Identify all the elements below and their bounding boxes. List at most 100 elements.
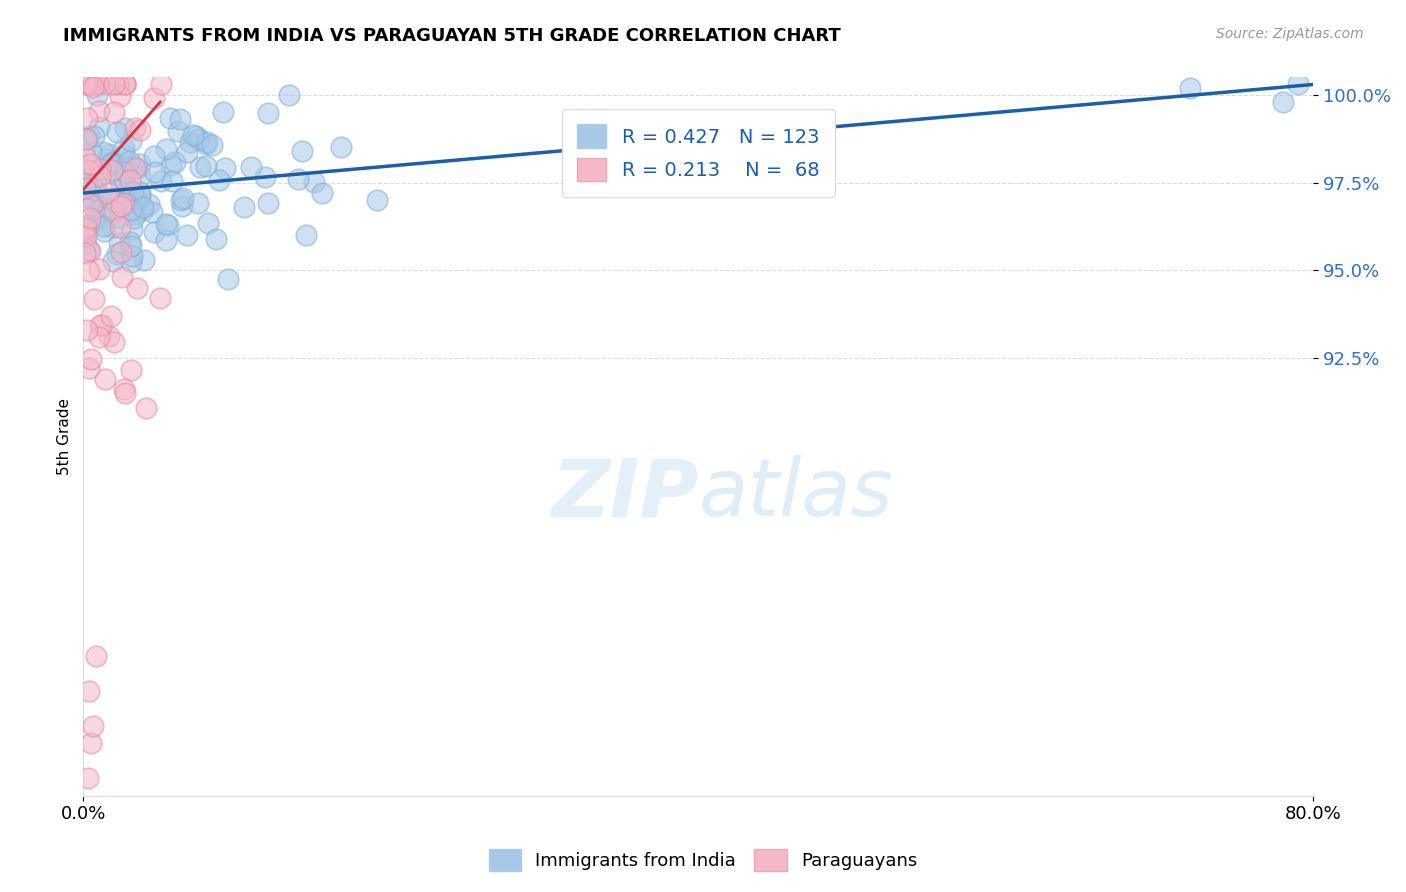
Point (100, 155, 122, 169)
Point (1271, 95, 1294, 109)
Point (76, 323, 98, 337)
Point (117, 180, 139, 194)
Point (120, 239, 142, 253)
Point (217, 272, 239, 286)
Point (87, 104, 110, 119)
Point (97, 191, 120, 205)
Point (214, 161, 236, 175)
Point (124, 121, 146, 136)
Point (76, 111, 98, 125)
Point (107, 78, 129, 92)
Text: ZIP: ZIP (551, 455, 699, 533)
Point (114, 172, 136, 186)
Point (75, 228, 97, 243)
Point (172, 191, 194, 205)
Point (157, 218, 180, 232)
Point (155, 142, 177, 156)
Point (278, 87, 301, 102)
Point (83, 194, 105, 209)
Point (100, 157, 122, 171)
Point (127, 281, 149, 295)
Point (118, 189, 141, 203)
Point (176, 227, 198, 242)
Point (112, 148, 135, 162)
Point (103, 105, 125, 120)
Point (187, 195, 209, 210)
Point (114, 165, 136, 179)
Point (93, 145, 115, 160)
Point (170, 194, 193, 208)
Point (114, 141, 136, 155)
Point (114, 78, 136, 92)
Point (120, 363, 142, 377)
Point (121, 249, 143, 263)
Point (105, 246, 128, 260)
Point (1286, 78, 1309, 92)
Point (125, 193, 148, 207)
Point (97, 78, 120, 92)
Point (108, 220, 131, 235)
Point (75, 189, 97, 203)
Legend: R = 0.427   N = 123, R = 0.213    N =  68: R = 0.427 N = 123, R = 0.213 N = 68 (561, 109, 835, 197)
Point (141, 204, 163, 219)
Point (295, 228, 318, 243)
Point (73, 222, 96, 236)
Point (188, 132, 211, 146)
Point (87, 78, 110, 92)
Point (73, 181, 96, 195)
Point (114, 78, 136, 92)
Text: atlas: atlas (699, 455, 893, 533)
Point (79, 157, 101, 171)
Point (181, 128, 204, 142)
Point (149, 78, 172, 92)
Point (77, 243, 100, 257)
Point (124, 211, 146, 225)
Text: IMMIGRANTS FROM INDIA VS PARAGUAYAN 5TH GRADE CORRELATION CHART: IMMIGRANTS FROM INDIA VS PARAGUAYAN 5TH … (63, 27, 841, 45)
Point (84, 648, 107, 663)
Point (77, 162, 100, 177)
Point (104, 194, 127, 209)
Point (108, 88, 131, 103)
Point (159, 111, 181, 125)
Point (118, 235, 141, 249)
Point (159, 158, 181, 172)
Point (197, 217, 219, 231)
Point (120, 134, 142, 148)
Point (179, 135, 201, 149)
Point (163, 154, 186, 169)
Point (311, 186, 333, 200)
Legend: Immigrants from India, Paraguayans: Immigrants from India, Paraguayans (481, 842, 925, 879)
Point (83, 129, 105, 144)
Point (96, 152, 118, 166)
Point (120, 173, 142, 187)
Point (129, 157, 152, 171)
Point (142, 91, 165, 105)
Point (129, 189, 152, 203)
Point (132, 201, 155, 215)
Point (201, 137, 224, 152)
Point (112, 195, 135, 210)
Point (129, 169, 152, 183)
Point (149, 291, 172, 305)
Point (77, 361, 100, 376)
Point (82, 719, 104, 733)
Point (329, 140, 352, 154)
Point (167, 124, 190, 138)
Point (93, 219, 115, 233)
Point (93, 224, 115, 238)
Point (254, 170, 277, 185)
Point (103, 78, 125, 92)
Point (79, 165, 101, 179)
Point (124, 161, 146, 175)
Point (110, 244, 132, 259)
Point (75, 132, 97, 146)
Point (124, 207, 146, 221)
Point (84, 78, 107, 92)
Point (103, 334, 125, 349)
Point (94, 372, 117, 386)
Point (122, 185, 145, 199)
Point (77, 218, 100, 232)
Point (155, 234, 177, 248)
Point (100, 164, 122, 178)
Point (121, 222, 143, 236)
